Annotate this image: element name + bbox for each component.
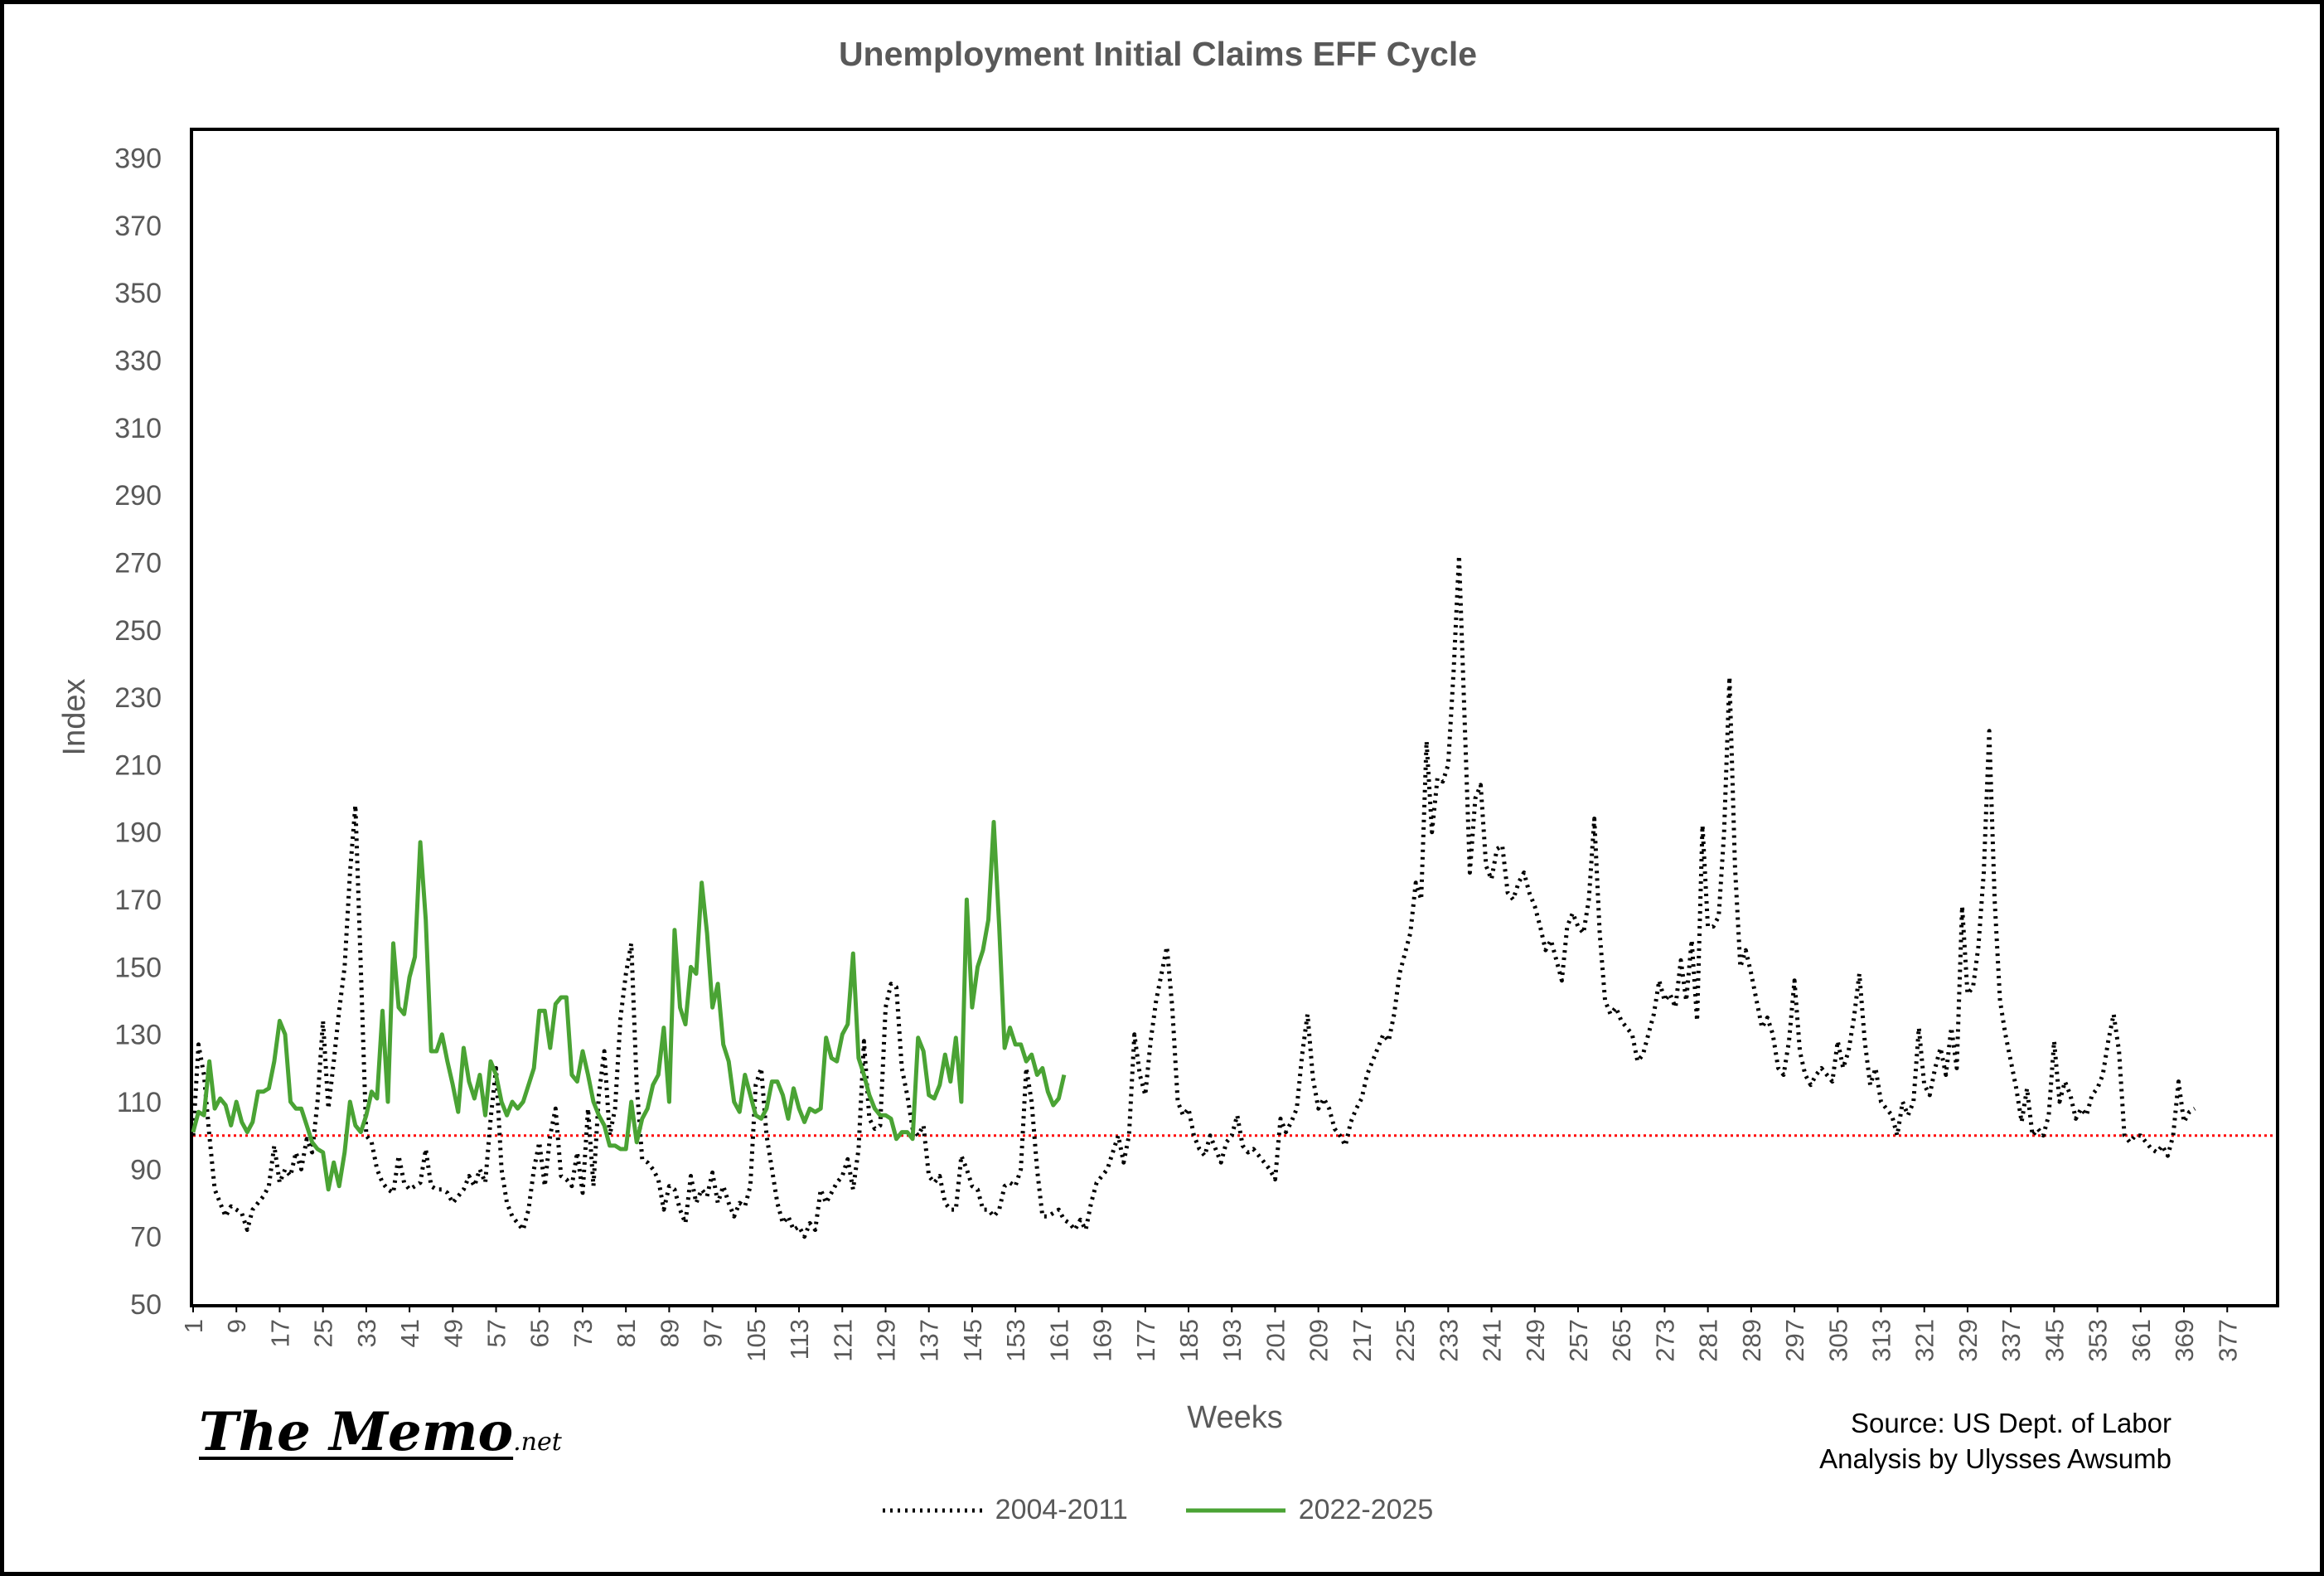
x-tick-label: 225 xyxy=(1391,1319,1420,1362)
y-tick-label: 70 xyxy=(130,1222,162,1254)
x-tick-label: 9 xyxy=(222,1319,251,1333)
y-tick-label: 50 xyxy=(130,1289,162,1321)
y-tick-label: 270 xyxy=(114,547,162,579)
x-tick-label: 49 xyxy=(438,1319,467,1347)
x-tick-label: 145 xyxy=(958,1319,987,1362)
x-tick-label: 305 xyxy=(1823,1319,1852,1362)
source-line-1: Source: US Dept. of Labor xyxy=(1850,1408,2171,1438)
plot-border xyxy=(190,128,2279,1307)
x-tick-label: 57 xyxy=(482,1319,511,1347)
x-tick-label: 121 xyxy=(828,1319,857,1362)
x-tick-label: 97 xyxy=(699,1319,728,1347)
y-tick-label: 110 xyxy=(117,1087,162,1118)
x-tick-label: 113 xyxy=(785,1319,814,1360)
x-tick-label: 169 xyxy=(1088,1319,1117,1362)
x-tick-label: 129 xyxy=(871,1319,900,1362)
legend-label: 2004-2011 xyxy=(995,1494,1128,1525)
x-tick-label: 377 xyxy=(2213,1319,2242,1362)
legend-label: 2022-2025 xyxy=(1298,1494,1434,1525)
x-tick-label: 273 xyxy=(1650,1319,1679,1362)
series-line-2004-2011 xyxy=(191,553,2196,1239)
x-tick-label: 65 xyxy=(525,1319,554,1347)
x-tick-label: 161 xyxy=(1044,1319,1073,1362)
x-tick-label: 209 xyxy=(1305,1319,1334,1362)
source-line-2: Analysis by Ulysses Awsumb xyxy=(1819,1443,2171,1474)
x-axis-title: Weeks xyxy=(1187,1400,1282,1435)
x-axis-ticks: 1 9 17 25 33 41 49 57 65 73 81 89 97 105 113 121 129 137 1… xyxy=(179,1304,2242,1362)
brand-logo: The Memo.net xyxy=(199,1401,562,1463)
x-tick-label: 353 xyxy=(2084,1319,2113,1362)
y-tick-label: 190 xyxy=(114,817,162,849)
logo-suffix-text: .net xyxy=(513,1428,562,1457)
x-tick-label: 289 xyxy=(1737,1319,1766,1362)
y-tick-label: 230 xyxy=(114,682,162,714)
y-tick-label: 370 xyxy=(114,211,162,242)
legend-swatch-solid xyxy=(1185,1508,1285,1512)
x-tick-label: 313 xyxy=(1867,1319,1896,1362)
y-tick-label: 390 xyxy=(114,143,162,175)
x-tick-label: 137 xyxy=(915,1319,944,1362)
x-tick-label: 329 xyxy=(1954,1319,1983,1362)
x-tick-label: 17 xyxy=(265,1319,294,1347)
y-axis-title: Index xyxy=(57,679,92,756)
y-axis-ticks: 50 70 90 110 130 150 170 190 210 230 250 270 290 310 3… xyxy=(114,143,162,1321)
y-tick-label: 170 xyxy=(114,885,162,916)
x-tick-label: 201 xyxy=(1261,1319,1290,1362)
chart-legend: 2004-2011 2022-2025 xyxy=(0,1494,2316,1526)
x-tick-label: 281 xyxy=(1694,1319,1723,1362)
y-tick-label: 290 xyxy=(114,480,162,512)
x-tick-label: 369 xyxy=(2170,1319,2199,1362)
x-tick-label: 249 xyxy=(1521,1319,1550,1362)
x-tick-label: 345 xyxy=(2040,1319,2069,1362)
x-tick-label: 25 xyxy=(309,1319,338,1347)
legend-swatch-dotted xyxy=(882,1508,982,1512)
y-tick-label: 210 xyxy=(114,749,162,781)
x-tick-label: 153 xyxy=(1001,1319,1030,1362)
chart-title: Unemployment Initial Claims EFF Cycle xyxy=(838,35,1478,73)
x-tick-label: 337 xyxy=(1997,1319,2026,1362)
x-tick-label: 185 xyxy=(1174,1319,1203,1362)
x-tick-label: 193 xyxy=(1218,1319,1247,1362)
x-tick-label: 297 xyxy=(1780,1319,1809,1362)
y-tick-label: 310 xyxy=(114,413,162,444)
y-tick-label: 130 xyxy=(114,1020,162,1051)
x-tick-label: 233 xyxy=(1434,1319,1463,1362)
x-tick-label: 321 xyxy=(1910,1319,1939,1362)
series-line-2022-2025 xyxy=(191,820,1067,1192)
x-tick-label: 265 xyxy=(1607,1319,1636,1362)
x-tick-label: 241 xyxy=(1478,1319,1507,1362)
x-tick-label: 105 xyxy=(742,1319,771,1362)
x-tick-label: 1 xyxy=(179,1319,208,1333)
x-tick-label: 33 xyxy=(352,1319,381,1347)
logo-main-text: The Memo xyxy=(199,1401,514,1463)
y-tick-label: 350 xyxy=(114,278,162,309)
x-tick-label: 177 xyxy=(1131,1319,1160,1362)
x-tick-label: 73 xyxy=(569,1319,598,1347)
y-tick-label: 150 xyxy=(114,952,162,983)
y-tick-label: 90 xyxy=(130,1154,162,1186)
x-tick-label: 257 xyxy=(1564,1319,1593,1362)
x-tick-label: 81 xyxy=(612,1319,641,1347)
legend-item-2022-2025: 2022-2025 xyxy=(1185,1494,1434,1526)
x-tick-label: 217 xyxy=(1348,1319,1377,1362)
y-tick-label: 250 xyxy=(114,615,162,647)
x-tick-label: 41 xyxy=(395,1319,424,1347)
legend-item-2004-2011: 2004-2011 xyxy=(882,1494,1128,1526)
y-tick-label: 330 xyxy=(114,345,162,376)
source-note: Source: US Dept. of Labor Analysis by Ul… xyxy=(1819,1406,2171,1477)
x-tick-label: 361 xyxy=(2127,1319,2156,1362)
x-tick-label: 89 xyxy=(655,1319,684,1347)
